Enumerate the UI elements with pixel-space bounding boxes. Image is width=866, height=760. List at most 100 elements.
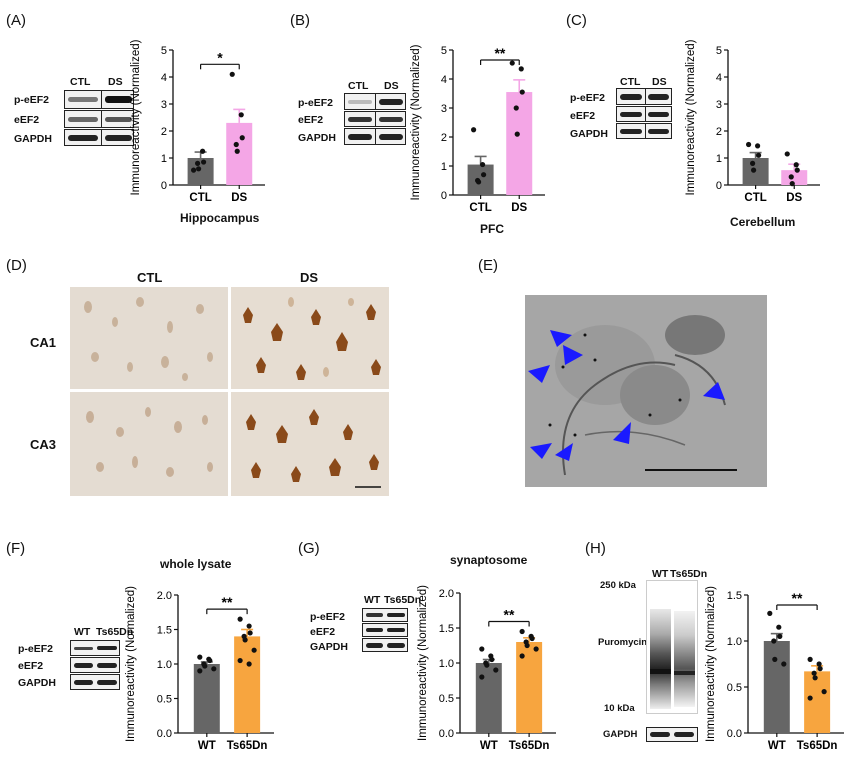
data-point <box>533 646 539 652</box>
y-tick-label: 3 <box>161 99 167 111</box>
blot-row-peef2: p-eEF2 <box>310 611 346 623</box>
data-point <box>781 661 787 667</box>
blot-row-eef2: eEF2 <box>570 110 596 122</box>
chart-a: Immunoreactivity (Normalized) 0 1 2 3 4 5 CTL DS… <box>130 40 265 204</box>
y-tick-label: 3 <box>716 99 722 111</box>
y-tick-label: 0.5 <box>157 694 172 706</box>
y-axis-label: Immunoreactivity (Normalized) <box>417 585 429 741</box>
y-tick-label: 0.5 <box>727 682 742 694</box>
data-point <box>811 670 817 676</box>
panel-label-g: (G) <box>298 540 320 557</box>
blot-col-ts65dn: Ts65Dn <box>96 626 134 638</box>
data-point <box>200 148 206 154</box>
blot-row-gapdh: GAPDH <box>298 132 336 144</box>
subtitle-cerebellum: Cerebellum <box>730 215 796 229</box>
blot-row-eef2: eEF2 <box>310 626 336 638</box>
blot-strip <box>362 608 408 622</box>
bar-wt <box>193 664 220 733</box>
data-point <box>519 89 525 95</box>
arrowhead-icon <box>703 382 725 400</box>
bar-wt <box>475 663 502 733</box>
data-point <box>195 160 201 166</box>
data-point <box>191 167 197 173</box>
blot-strip <box>616 88 672 105</box>
blot-col-ds: DS <box>384 80 399 92</box>
em-texture <box>525 295 767 487</box>
blot-col-wt: WT <box>364 594 381 606</box>
y-tick-label: 1.5 <box>439 623 454 635</box>
data-point <box>479 646 485 652</box>
chart-b: Immunoreactivity (Normalized) 0 1 2 3 4 5 CTL DS… <box>410 44 545 214</box>
subtitle-whole-lysate: whole lysate <box>160 557 232 571</box>
y-tick-label: 0.5 <box>439 693 454 705</box>
micrograph-ds-ca3 <box>231 392 389 496</box>
data-point <box>807 656 813 662</box>
y-tick-label: 3 <box>441 103 447 115</box>
panel-label-e: (E) <box>478 257 498 274</box>
micrograph-texture <box>243 297 381 380</box>
data-point <box>493 667 499 673</box>
x-tick-label: WT <box>768 740 786 752</box>
data-point <box>246 623 252 629</box>
micro-row-ca3: CA3 <box>30 437 57 452</box>
blot-row-gapdh: GAPDH <box>310 641 348 653</box>
subtitle-hippocampus: Hippocampus <box>180 211 260 225</box>
blot-row-peef2: p-eEF2 <box>570 92 606 104</box>
y-tick-label: 4 <box>441 74 447 86</box>
blot-col-ctl: CTL <box>70 76 91 88</box>
blot-strip <box>70 657 120 673</box>
data-point <box>247 630 253 636</box>
x-tick-label: Ts65Dn <box>227 740 268 752</box>
blot-strip <box>344 111 406 127</box>
significance-label: ** <box>494 45 505 61</box>
chart-f: Immunoreactivity (Normalized) 0.0 0.5 1.0 1.… <box>125 586 274 752</box>
y-tick-label: 2 <box>441 132 447 144</box>
panel-label-a: (A) <box>6 12 26 29</box>
micrograph-ctl-ca3 <box>70 392 228 496</box>
blot-strip <box>646 727 698 742</box>
x-tick-label: CTL <box>189 192 211 204</box>
blot-strip <box>64 129 134 146</box>
x-tick-label: CTL <box>469 202 491 214</box>
arrowhead-icon <box>530 443 552 459</box>
blot-row-eef2: eEF2 <box>18 660 44 672</box>
data-point <box>514 131 520 137</box>
significance-label: ** <box>504 607 515 623</box>
blot-col-ts65dn: Ts65Dn <box>670 568 708 580</box>
chart-g: Immunoreactivity (Normalized) 0.0 0.5 1.0 1.… <box>417 585 556 752</box>
blot-row-peef2: p-eEF2 <box>298 97 334 109</box>
blot-row-gapdh: GAPDH <box>570 128 608 140</box>
puromycin-label: Puromycin <box>598 637 648 648</box>
data-point <box>238 112 244 118</box>
puromycin-blot <box>646 580 698 714</box>
micro-row-ca1: CA1 <box>30 335 57 350</box>
data-point <box>817 666 823 672</box>
y-axis-label: Immunoreactivity (Normalized) <box>410 44 422 200</box>
y-tick-label: 1.0 <box>727 636 742 648</box>
blot-row-gapdh: GAPDH <box>14 133 52 145</box>
y-tick-label: 0 <box>441 190 447 202</box>
subtitle-synaptosome: synaptosome <box>450 553 528 567</box>
y-tick-label: 1 <box>716 153 722 165</box>
data-point <box>518 66 524 72</box>
data-point <box>746 141 752 148</box>
y-tick-label: 2 <box>716 126 722 138</box>
blot-strip <box>64 110 134 128</box>
data-point <box>202 663 208 669</box>
data-point <box>480 161 486 168</box>
panel-label-c: (C) <box>566 12 587 29</box>
bar-ts65dn <box>804 671 831 733</box>
data-point <box>484 662 490 668</box>
data-point <box>776 624 782 630</box>
bar-ds <box>781 170 808 185</box>
bar-ds <box>226 122 253 185</box>
arrowhead-icon <box>563 345 583 365</box>
blot-col-wt: WT <box>652 568 669 580</box>
micrograph-texture <box>84 297 213 381</box>
x-tick-label: DS <box>511 202 527 214</box>
blot-col-ts65dn: Ts65Dn <box>384 594 422 606</box>
blot-col-ds: DS <box>108 76 123 88</box>
data-point <box>524 642 530 649</box>
data-point <box>251 647 257 653</box>
micro-col-ds: DS <box>300 270 319 285</box>
